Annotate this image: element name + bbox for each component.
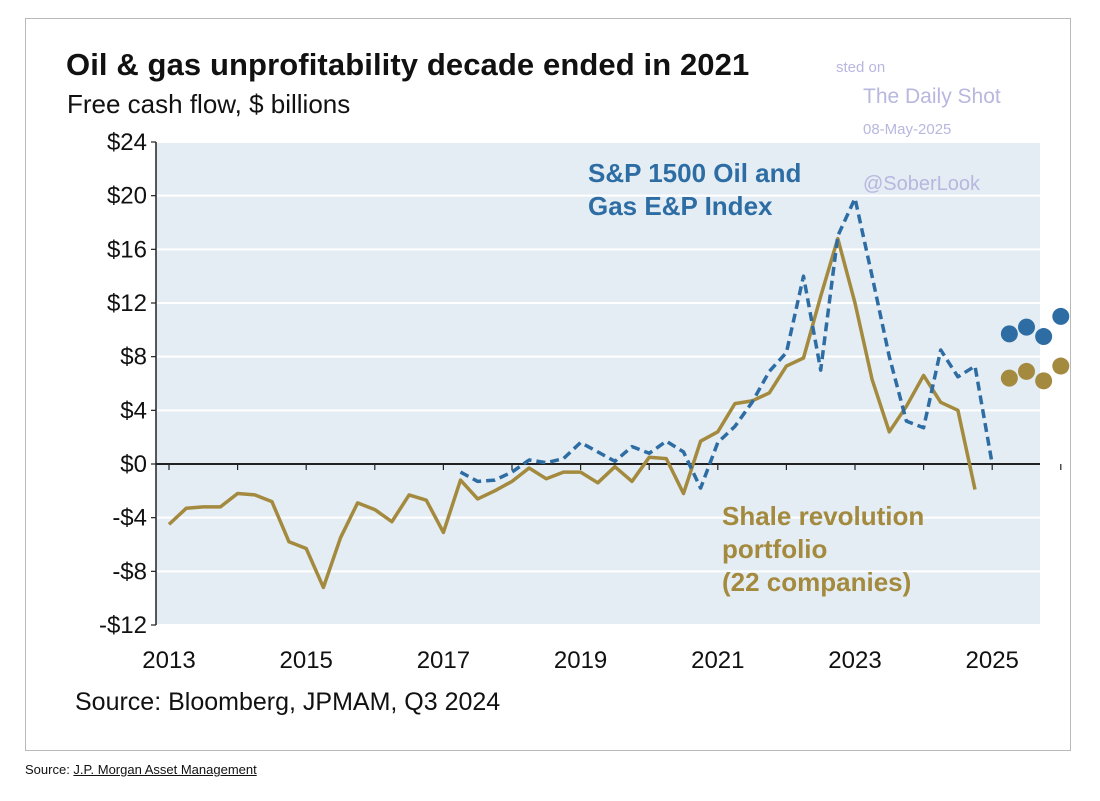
series-group <box>167 196 1070 590</box>
y-tick-label: -$12 <box>99 612 147 639</box>
shale-portfolio-projection-dot <box>1035 372 1053 390</box>
footer-source: Source: J.P. Morgan Asset Management <box>25 762 257 777</box>
shale-portfolio-projection-dot <box>1052 357 1070 375</box>
x-tick-label: 2019 <box>554 647 607 674</box>
y-tick-label: $8 <box>120 344 147 371</box>
sp1500-oil-gas-index-projection-dot <box>1000 325 1018 343</box>
y-tick-label: -$4 <box>112 505 147 532</box>
x-tick-labels: 2013 2015 2017 2019 2021 2023 2025 <box>142 647 1019 674</box>
shale-portfolio-projection-dot <box>1000 369 1018 387</box>
y-tick-label: $0 <box>120 451 147 478</box>
y-tick-labels: $24 $20 $16 $12 $8 $4 $0 -$4 -$8 -$12 <box>99 129 147 639</box>
shale-portfolio-line <box>167 236 977 590</box>
y-tick-label: $12 <box>107 290 147 317</box>
sp1500-oil-gas-index-projection-dot <box>1018 318 1035 336</box>
watermark-date: 08-May-2025 <box>863 121 952 138</box>
sp1500-oil-gas-index-projection-dot <box>1052 307 1070 325</box>
sp1500-oil-gas-index-line <box>459 196 994 490</box>
sp1500-label: Gas E&P Index <box>588 191 773 221</box>
chart-title: Oil & gas unprofitability decade ended i… <box>66 47 750 82</box>
sp1500-label: S&P 1500 Oil and <box>588 158 801 188</box>
plot-area <box>156 142 1040 625</box>
y-tick-label: $20 <box>107 183 147 210</box>
y-tick-label: $4 <box>120 397 147 424</box>
y-tick-label: $24 <box>107 129 147 156</box>
y-tick-label: -$8 <box>112 558 147 585</box>
watermark-daily-shot: The Daily Shot <box>863 85 1001 108</box>
chart-source: Source: Bloomberg, JPMAM, Q3 2024 <box>75 688 501 716</box>
x-tick-label: 2017 <box>417 647 470 674</box>
shale-portfolio-projection-dot <box>1018 362 1035 380</box>
shale-label: Shale revolution <box>722 501 924 531</box>
shale-label: portfolio <box>722 534 827 564</box>
footer-source-link[interactable]: J.P. Morgan Asset Management <box>73 762 257 777</box>
x-tick-label: 2025 <box>966 647 1019 674</box>
sp1500-oil-gas-index-projection-dot <box>1035 328 1053 346</box>
footer-source-prefix: Source: <box>25 762 74 777</box>
shale-label: (22 companies) <box>722 567 911 597</box>
x-tick-label: 2015 <box>280 647 333 674</box>
x-tick-label: 2021 <box>691 647 744 674</box>
watermark-handle: @SoberLook <box>863 173 981 195</box>
chart-subtitle: Free cash flow, $ billions <box>67 89 351 119</box>
x-tick-label: 2013 <box>142 647 195 674</box>
axes <box>151 141 1062 626</box>
watermark-posted-on: sted on <box>836 59 886 76</box>
y-tick-label: $16 <box>107 236 147 263</box>
grid-lines <box>156 141 1040 626</box>
x-tick-label: 2023 <box>828 647 881 674</box>
